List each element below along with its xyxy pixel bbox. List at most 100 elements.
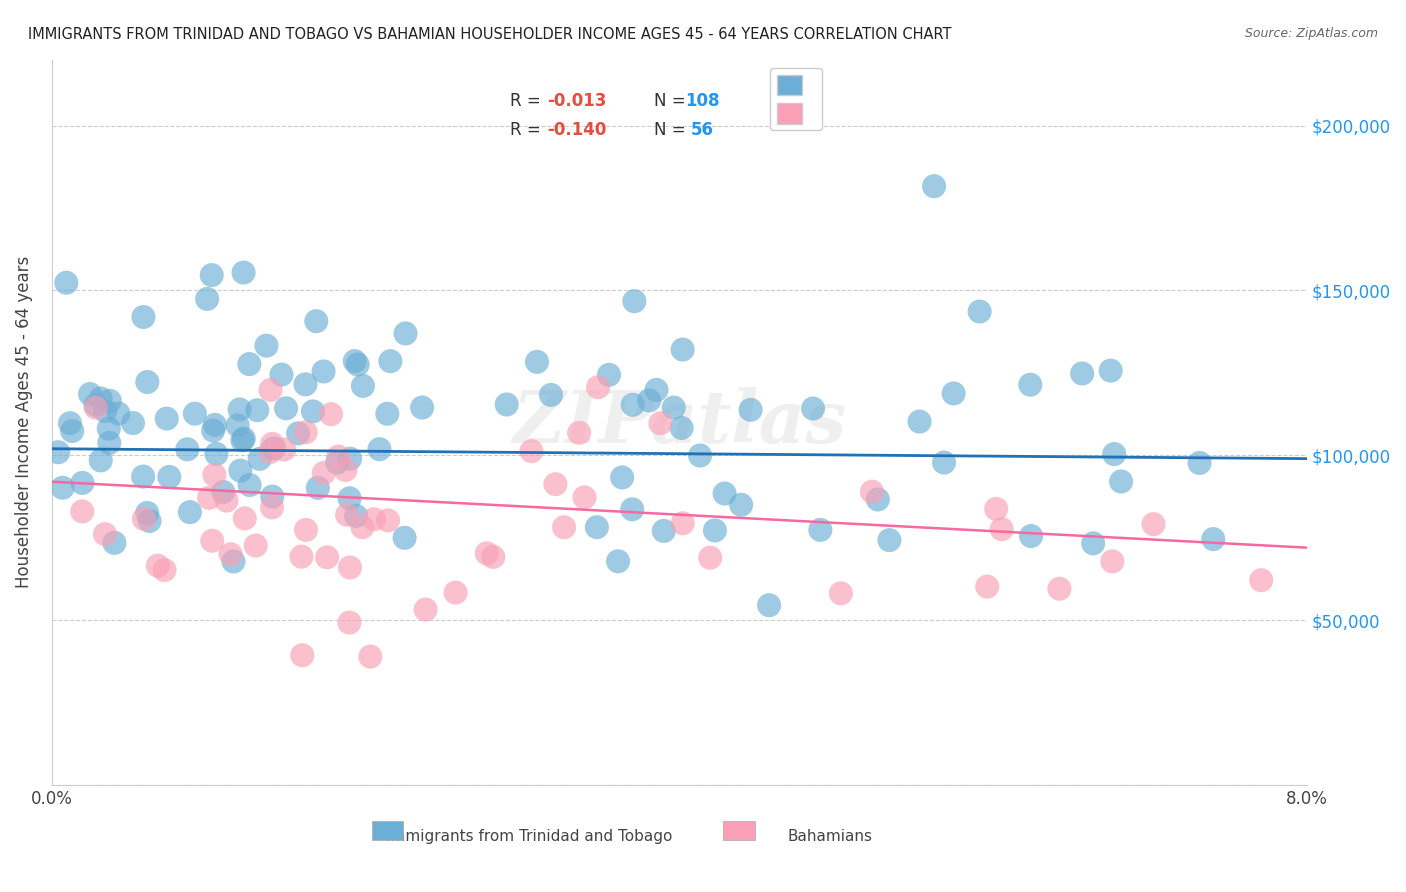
Point [107,407,129,421]
Point [202,424,225,438]
Point [256,339,278,353]
Text: Immigrants from Trinidad and Tobago: Immigrants from Trinidad and Tobago [385,829,672,844]
Point [98,435,121,450]
Point [312,466,335,480]
Point [352,379,374,393]
Point [662,401,685,415]
Text: 56: 56 [690,121,714,139]
Point [703,524,725,538]
Point [1083,536,1105,550]
Point [380,354,402,368]
Point [312,364,335,378]
Point [204,417,226,432]
Legend: , : , [770,68,821,130]
Point [136,506,159,520]
Point [328,450,350,464]
Point [316,550,339,565]
Text: R =: R = [510,121,546,139]
Point [1099,363,1122,377]
Point [866,492,889,507]
Point [184,407,207,421]
Point [574,491,596,505]
Point [339,560,361,574]
Point [1109,475,1132,489]
Point [1101,554,1123,568]
Point [233,511,256,525]
Point [801,401,824,416]
Text: R =: R = [510,92,546,111]
Point [287,426,309,441]
Point [294,377,316,392]
Point [202,467,225,482]
Point [156,411,179,425]
Point [290,549,312,564]
Point [808,523,831,537]
Point [352,520,374,534]
Point [274,401,297,416]
Point [607,554,630,568]
Point [146,558,169,573]
Point [730,498,752,512]
Point [713,486,735,500]
Point [1071,367,1094,381]
Point [273,442,295,457]
Point [346,358,368,372]
Point [195,292,218,306]
Point [540,388,562,402]
Point [84,398,107,412]
Point [1142,517,1164,532]
Point [132,512,155,526]
Point [60,424,83,438]
Point [368,442,391,457]
Point [339,491,361,506]
Y-axis label: Householder Income Ages 45 - 64 years: Householder Income Ages 45 - 64 years [15,256,32,589]
Point [335,463,357,477]
Point [59,416,82,430]
Point [623,294,645,309]
Point [415,602,437,616]
Point [689,449,711,463]
Point [621,398,644,412]
Point [228,402,250,417]
Point [645,383,668,397]
Point [70,504,93,518]
Point [544,477,567,491]
Point [294,425,316,440]
Point [638,393,661,408]
Point [132,310,155,324]
Point [222,554,245,568]
Point [239,478,262,492]
Point [205,447,228,461]
Point [79,387,101,401]
Point [132,469,155,483]
Point [198,491,221,505]
Point [262,490,284,504]
Point [232,266,254,280]
Point [1202,532,1225,546]
Point [90,392,112,406]
Point [84,401,107,415]
Point [672,516,695,531]
Point [103,536,125,550]
Point [339,451,361,466]
Point [1019,529,1042,543]
Point [568,425,591,440]
Point [138,514,160,528]
Point [586,520,609,534]
Point [179,505,201,519]
Point [201,533,224,548]
Point [231,434,253,448]
Point [976,580,998,594]
Point [339,615,361,630]
Text: N =: N = [654,121,692,139]
Point [922,179,945,194]
Point [238,357,260,371]
Point [394,326,416,341]
Point [176,442,198,457]
Point [598,368,620,382]
Point [232,432,254,446]
Point [90,453,112,467]
Point [377,513,399,527]
Point [249,451,271,466]
Point [740,402,762,417]
